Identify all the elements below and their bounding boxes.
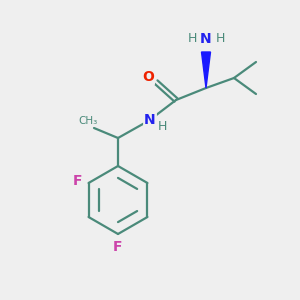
Text: F: F xyxy=(73,174,82,188)
Text: O: O xyxy=(142,70,154,84)
Text: N: N xyxy=(200,32,212,46)
Text: N: N xyxy=(144,113,156,127)
Polygon shape xyxy=(202,52,211,88)
Text: CH₃: CH₃ xyxy=(78,116,98,126)
Text: H: H xyxy=(215,32,225,46)
Text: H: H xyxy=(157,121,167,134)
Text: F: F xyxy=(113,240,123,254)
Text: H: H xyxy=(187,32,197,46)
